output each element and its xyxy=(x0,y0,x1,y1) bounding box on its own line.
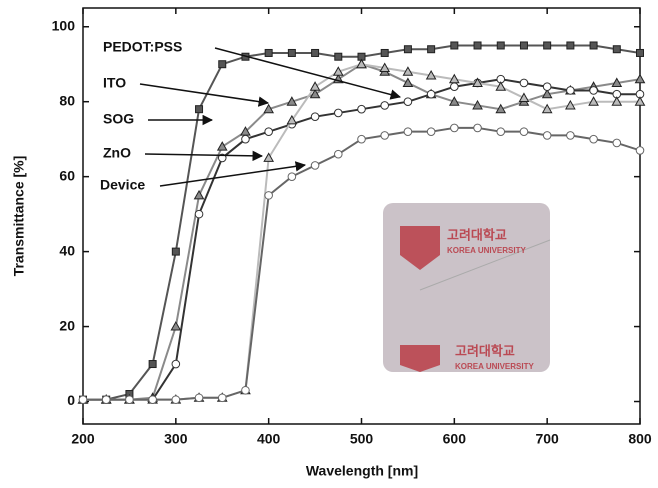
marker xyxy=(381,102,389,110)
marker xyxy=(312,49,319,56)
marker xyxy=(404,46,411,53)
marker xyxy=(102,396,110,404)
marker xyxy=(567,42,574,49)
marker xyxy=(171,322,180,330)
x-tick-label: 200 xyxy=(71,431,95,447)
y-tick-label: 100 xyxy=(52,17,76,33)
annotation: ZnO xyxy=(103,145,131,161)
marker xyxy=(242,135,250,143)
marker xyxy=(520,42,527,49)
line xyxy=(83,45,640,399)
inset-text: 고려대학교 xyxy=(455,343,515,358)
marker xyxy=(265,192,273,200)
x-tick-label: 700 xyxy=(535,431,559,447)
marker xyxy=(544,42,551,49)
plot-frame xyxy=(83,8,640,424)
marker xyxy=(195,191,204,199)
series xyxy=(79,75,644,403)
marker xyxy=(404,128,412,136)
marker xyxy=(451,42,458,49)
marker xyxy=(311,113,319,121)
marker xyxy=(497,128,505,136)
marker xyxy=(637,49,644,56)
marker xyxy=(381,132,389,140)
marker xyxy=(126,396,134,404)
marker xyxy=(242,386,250,394)
marker xyxy=(497,42,504,49)
marker xyxy=(358,105,366,113)
annotation: PEDOT:PSS xyxy=(103,39,182,55)
marker xyxy=(636,147,644,155)
y-tick-label: 60 xyxy=(59,167,75,183)
marker xyxy=(335,53,342,60)
marker xyxy=(79,396,87,404)
marker xyxy=(451,124,459,132)
y-tick-label: 20 xyxy=(59,317,75,333)
inset-text: KOREA UNIVERSITY xyxy=(455,362,534,371)
line xyxy=(83,64,640,399)
marker xyxy=(404,98,412,106)
marker xyxy=(219,61,226,68)
y-tick-label: 40 xyxy=(59,242,75,258)
marker xyxy=(218,394,226,402)
marker xyxy=(613,46,620,53)
chart: Wavelength [nm] Transmittance [%] 고려대학교 K… xyxy=(0,0,658,488)
line xyxy=(83,64,640,399)
y-tick-label: 80 xyxy=(59,92,75,108)
marker xyxy=(265,128,273,136)
annotation: Device xyxy=(100,177,145,193)
marker xyxy=(288,49,295,56)
inset-text: KOREA UNIVERSITY xyxy=(447,246,526,255)
y-tick-label: 0 xyxy=(67,392,75,408)
x-tick-label: 800 xyxy=(628,431,652,447)
series xyxy=(80,42,644,403)
marker xyxy=(451,83,459,91)
marker xyxy=(195,210,203,218)
annotation-arrow xyxy=(145,154,262,156)
annotation: SOG xyxy=(103,111,134,127)
marker xyxy=(172,248,179,255)
marker xyxy=(590,135,598,143)
marker xyxy=(288,173,296,181)
x-axis-label: Wavelength [nm] xyxy=(306,463,418,479)
marker xyxy=(149,361,156,368)
x-tick-label: 600 xyxy=(443,431,467,447)
marker xyxy=(334,150,342,158)
y-axis-label: Transmittance [%] xyxy=(11,156,27,277)
marker xyxy=(428,46,435,53)
marker xyxy=(218,142,227,150)
marker xyxy=(311,82,320,90)
x-tick-label: 300 xyxy=(164,431,188,447)
marker xyxy=(427,128,435,136)
marker xyxy=(196,106,203,113)
marker xyxy=(195,394,203,402)
marker xyxy=(172,396,180,404)
marker xyxy=(590,87,598,95)
marker xyxy=(427,90,435,98)
marker xyxy=(543,83,551,91)
marker xyxy=(358,135,366,143)
line xyxy=(83,128,640,400)
marker xyxy=(567,87,575,95)
inset-photo: 고려대학교 KOREA UNIVERSITY 고려대학교 KOREA UNIVERSI… xyxy=(383,203,550,372)
marker xyxy=(474,124,482,132)
marker xyxy=(334,109,342,117)
annotation: ITO xyxy=(103,75,126,91)
line xyxy=(83,79,640,399)
marker xyxy=(311,162,319,170)
marker xyxy=(567,132,575,140)
x-tick-label: 400 xyxy=(257,431,281,447)
marker xyxy=(543,132,551,140)
marker xyxy=(590,42,597,49)
marker xyxy=(265,49,272,56)
marker xyxy=(520,79,528,87)
inset-text: 고려대학교 xyxy=(447,227,507,242)
marker xyxy=(520,128,528,136)
marker xyxy=(149,396,157,404)
marker xyxy=(172,360,180,368)
marker xyxy=(613,139,621,147)
x-tick-label: 500 xyxy=(350,431,374,447)
marker xyxy=(474,42,481,49)
marker xyxy=(381,49,388,56)
